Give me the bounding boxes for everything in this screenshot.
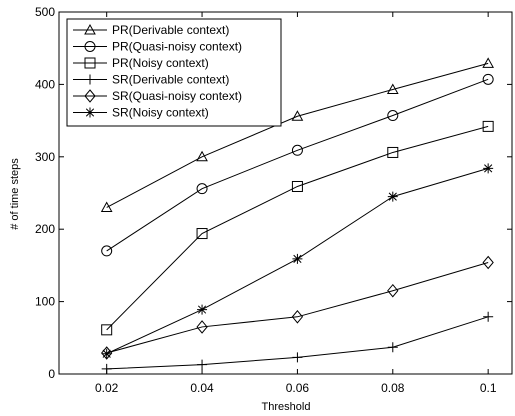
legend-label: PR(Quasi-noisy context) xyxy=(112,40,242,54)
series-6 xyxy=(101,163,494,359)
legend-marker xyxy=(85,74,95,85)
series-2 xyxy=(101,73,494,257)
legend-marker xyxy=(84,57,96,69)
data-point xyxy=(197,304,208,315)
data-point xyxy=(291,110,304,121)
data-point xyxy=(386,83,399,94)
legend-label: SR(Noisy context) xyxy=(112,106,209,120)
data-point xyxy=(196,320,208,334)
data-point xyxy=(387,146,399,158)
x-axis-label: Threshold xyxy=(262,401,311,413)
x-tick-label: 0.1 xyxy=(480,381,497,395)
x-tick-label: 0.04 xyxy=(190,381,214,395)
data-point xyxy=(387,191,398,202)
y-tick-label: 0 xyxy=(48,367,55,381)
series-3 xyxy=(101,120,494,336)
data-point xyxy=(196,150,208,162)
series-line xyxy=(106,125,489,331)
x-tick-label: 0.08 xyxy=(381,381,405,395)
data-point xyxy=(482,120,494,132)
data-point xyxy=(291,310,304,324)
legend-marker xyxy=(85,107,95,118)
legend-entry: SR(Quasi-noisy context) xyxy=(73,89,242,103)
data-point xyxy=(387,342,398,353)
data-point xyxy=(387,283,399,298)
series-line xyxy=(106,78,489,252)
plot-border xyxy=(58,11,513,375)
data-point xyxy=(482,73,494,85)
series-line xyxy=(106,62,489,208)
x-tick-label: 0.02 xyxy=(95,381,119,395)
data-point xyxy=(483,163,494,174)
data-point xyxy=(100,201,113,212)
series-line xyxy=(106,262,489,354)
y-axis-label: # of time steps xyxy=(9,158,21,230)
data-point xyxy=(101,245,113,257)
plot-frame xyxy=(58,11,513,375)
data-point xyxy=(101,324,113,336)
data-point xyxy=(292,352,303,363)
legend-label: PR(Noisy context) xyxy=(112,56,209,70)
y-tick-label: 100 xyxy=(35,295,55,309)
legend-label: SR(Quasi-noisy context) xyxy=(112,89,242,103)
series-1 xyxy=(100,57,495,212)
y-tick-label: 500 xyxy=(35,5,55,19)
y-tick-label: 400 xyxy=(35,77,55,91)
tick-layer: 0.02 0.04 0.06 0.08 0.1 0 100 200 300 400 500 xyxy=(35,5,512,395)
series-4 xyxy=(101,311,494,374)
legend: PR(Derivable context) PR(Quasi-noisy cont… xyxy=(66,18,282,127)
legend-entry: PR(Noisy context) xyxy=(73,56,209,70)
data-point xyxy=(196,228,208,240)
data-point xyxy=(101,348,112,359)
legend-entry: SR(Derivable context) xyxy=(73,73,229,87)
data-point xyxy=(292,253,303,264)
y-tick-label: 300 xyxy=(35,150,55,164)
legend-entry: SR(Noisy context) xyxy=(73,106,209,120)
legend-entry: PR(Quasi-noisy context) xyxy=(73,40,242,54)
legend-box xyxy=(66,18,282,127)
data-point xyxy=(482,57,495,68)
legend-label: SR(Derivable context) xyxy=(112,73,229,87)
y-tick-label: 200 xyxy=(35,222,55,236)
data-point xyxy=(291,144,303,156)
legend-label: PR(Derivable context) xyxy=(112,23,229,37)
series-5 xyxy=(101,255,494,360)
legend-marker xyxy=(84,41,96,52)
series-layer xyxy=(100,57,495,374)
legend-marker xyxy=(84,23,96,35)
data-point xyxy=(387,110,399,122)
legend-marker xyxy=(84,89,96,103)
legend-entry: PR(Derivable context) xyxy=(73,23,229,37)
data-point xyxy=(482,255,494,270)
data-point xyxy=(483,311,494,322)
data-point xyxy=(291,180,303,192)
data-point xyxy=(197,359,208,370)
x-tick-label: 0.06 xyxy=(286,381,310,395)
data-point xyxy=(196,183,208,195)
